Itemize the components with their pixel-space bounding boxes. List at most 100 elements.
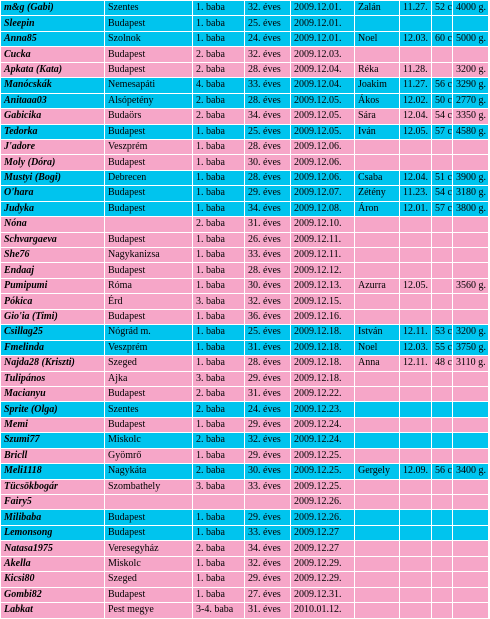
birth-date-cell: [399, 370, 432, 387]
table-row: Apkata (Kata) Budapest 2. baba 28. éves 2009…: [0, 61, 489, 79]
table-row: Memi Budapest 1. baba 29. éves 2009.12.24.: [0, 416, 489, 434]
nickname-cell: Sprite (Olga): [0, 401, 105, 418]
length-cell: [431, 277, 453, 295]
city-cell: Budapest: [104, 15, 193, 32]
weight-cell: 3800 g.: [452, 200, 489, 218]
weight-cell: 4580 g.: [452, 123, 489, 140]
age-cell: 28. éves: [244, 355, 291, 372]
baby-number-cell: 1. baba: [192, 262, 245, 279]
baby-name-cell: Noel: [354, 339, 400, 357]
weight-cell: [452, 46, 489, 63]
city-cell: Nógrád m.: [104, 324, 193, 341]
nickname-cell: Pumipumi: [0, 277, 105, 295]
city-cell: Róma: [104, 277, 193, 295]
weight-cell: [452, 416, 489, 434]
table-row: Anna85 Szolnok 1. baba 24. éves 2009.12.01. N…: [0, 30, 489, 48]
age-cell: 25. éves: [244, 123, 291, 140]
nickname-cell: Meli1118: [0, 463, 105, 480]
city-cell: Szombathely: [104, 478, 193, 496]
city-cell: Budapest: [104, 416, 193, 434]
due-date-cell: 2009.12.10.: [290, 216, 355, 233]
nickname-cell: Fairy5: [0, 493, 105, 511]
table-row: Szumi77 Miskolc 2. baba 32. éves 2009.12.24.: [0, 432, 489, 449]
weight-cell: [452, 540, 489, 557]
due-date-cell: 2009.12.25.: [290, 463, 355, 480]
nickname-cell: O'hara: [0, 185, 105, 202]
city-cell: Veszprém: [104, 339, 193, 357]
weight-cell: [452, 478, 489, 496]
weight-cell: [452, 15, 489, 32]
nickname-cell: Nóna: [0, 216, 105, 233]
weight-cell: [452, 138, 489, 156]
birth-date-cell: [399, 216, 432, 233]
birth-date-cell: [399, 447, 432, 465]
table-row: Cucka Budapest 2. baba 32. éves 2009.12.03.: [0, 46, 489, 63]
nickname-cell: Pókica: [0, 293, 105, 310]
table-row: Schvargaeva Budapest 1. baba 26. éves 2009.1…: [0, 231, 489, 249]
length-cell: [431, 447, 453, 465]
due-date-cell: 2009.12.18.: [290, 355, 355, 372]
baby-number-cell: 1. baba: [192, 586, 245, 604]
nickname-cell: Cucka: [0, 46, 105, 63]
due-date-cell: 2010.01.12.: [290, 602, 355, 619]
due-date-cell: 2009.12.04.: [290, 77, 355, 94]
birth-date-cell: [399, 540, 432, 557]
birth-date-cell: 11.27.: [399, 0, 432, 17]
due-date-cell: 2009.12.06.: [290, 169, 355, 187]
table-row: She76 Nagykanizsa 1. baba 33. éves 2009.12.1…: [0, 246, 489, 264]
baby-name-cell: Azurra: [354, 277, 400, 295]
baby-name-cell: Ákos: [354, 92, 400, 110]
baby-name-cell: [354, 602, 400, 619]
age-cell: 25. éves: [244, 324, 291, 341]
birth-date-cell: 12.05.: [399, 123, 432, 140]
nickname-cell: Lemonsong: [0, 524, 105, 542]
birth-date-cell: [399, 246, 432, 264]
due-date-cell: 2009.12.23.: [290, 401, 355, 418]
length-cell: 56 cm.: [431, 77, 453, 94]
weight-cell: [452, 586, 489, 604]
nickname-cell: Tücsökbogár: [0, 478, 105, 496]
city-cell: Nagykanizsa: [104, 246, 193, 264]
weight-cell: [452, 524, 489, 542]
baby-number-cell: 1. baba: [192, 246, 245, 264]
length-cell: [431, 586, 453, 604]
city-cell: [104, 216, 193, 233]
nickname-cell: Tulipános: [0, 370, 105, 387]
due-date-cell: 2009.12.08.: [290, 200, 355, 218]
birth-date-cell: [399, 15, 432, 32]
due-date-cell: 2009.12.13.: [290, 277, 355, 295]
baby-name-cell: [354, 46, 400, 63]
weight-cell: [452, 493, 489, 511]
city-cell: Budapest: [104, 185, 193, 202]
baby-number-cell: 1. baba: [192, 324, 245, 341]
birth-date-cell: 12.02.: [399, 92, 432, 110]
due-date-cell: 2009.12.26.: [290, 493, 355, 511]
age-cell: 33. éves: [244, 524, 291, 542]
baby-name-cell: [354, 231, 400, 249]
city-cell: Miskolc: [104, 555, 193, 573]
weight-cell: 3200 g.: [452, 324, 489, 341]
length-cell: [431, 524, 453, 542]
table-row: Fmelinda Veszprém 1. baba 31. éves 2009.12.1…: [0, 339, 489, 357]
baby-number-cell: 2. baba: [192, 401, 245, 418]
nickname-cell: Endaaj: [0, 262, 105, 279]
city-cell: Ajka: [104, 370, 193, 387]
length-cell: [431, 540, 453, 557]
city-cell: Nemesapáti: [104, 77, 193, 94]
baby-number-cell: 2. baba: [192, 540, 245, 557]
baby-number-cell: 1. baba: [192, 277, 245, 295]
table-row: O'hara Budapest 1. baba 29. éves 2009.12.07.…: [0, 185, 489, 202]
baby-number-cell: 3-4. baba: [192, 602, 245, 619]
length-cell: [431, 154, 453, 171]
length-cell: [431, 138, 453, 156]
baby-name-cell: [354, 416, 400, 434]
length-cell: [431, 432, 453, 449]
due-date-cell: 2009.12.24.: [290, 416, 355, 434]
baby-name-cell: Iván: [354, 123, 400, 140]
baby-name-cell: [354, 432, 400, 449]
baby-number-cell: 1. baba: [192, 169, 245, 187]
length-cell: 51 cm.: [431, 169, 453, 187]
age-cell: 33. éves: [244, 77, 291, 94]
table-row: Nóna 2. baba 31. éves 2009.12.10.: [0, 216, 489, 233]
weight-cell: 5000 g.: [452, 30, 489, 48]
